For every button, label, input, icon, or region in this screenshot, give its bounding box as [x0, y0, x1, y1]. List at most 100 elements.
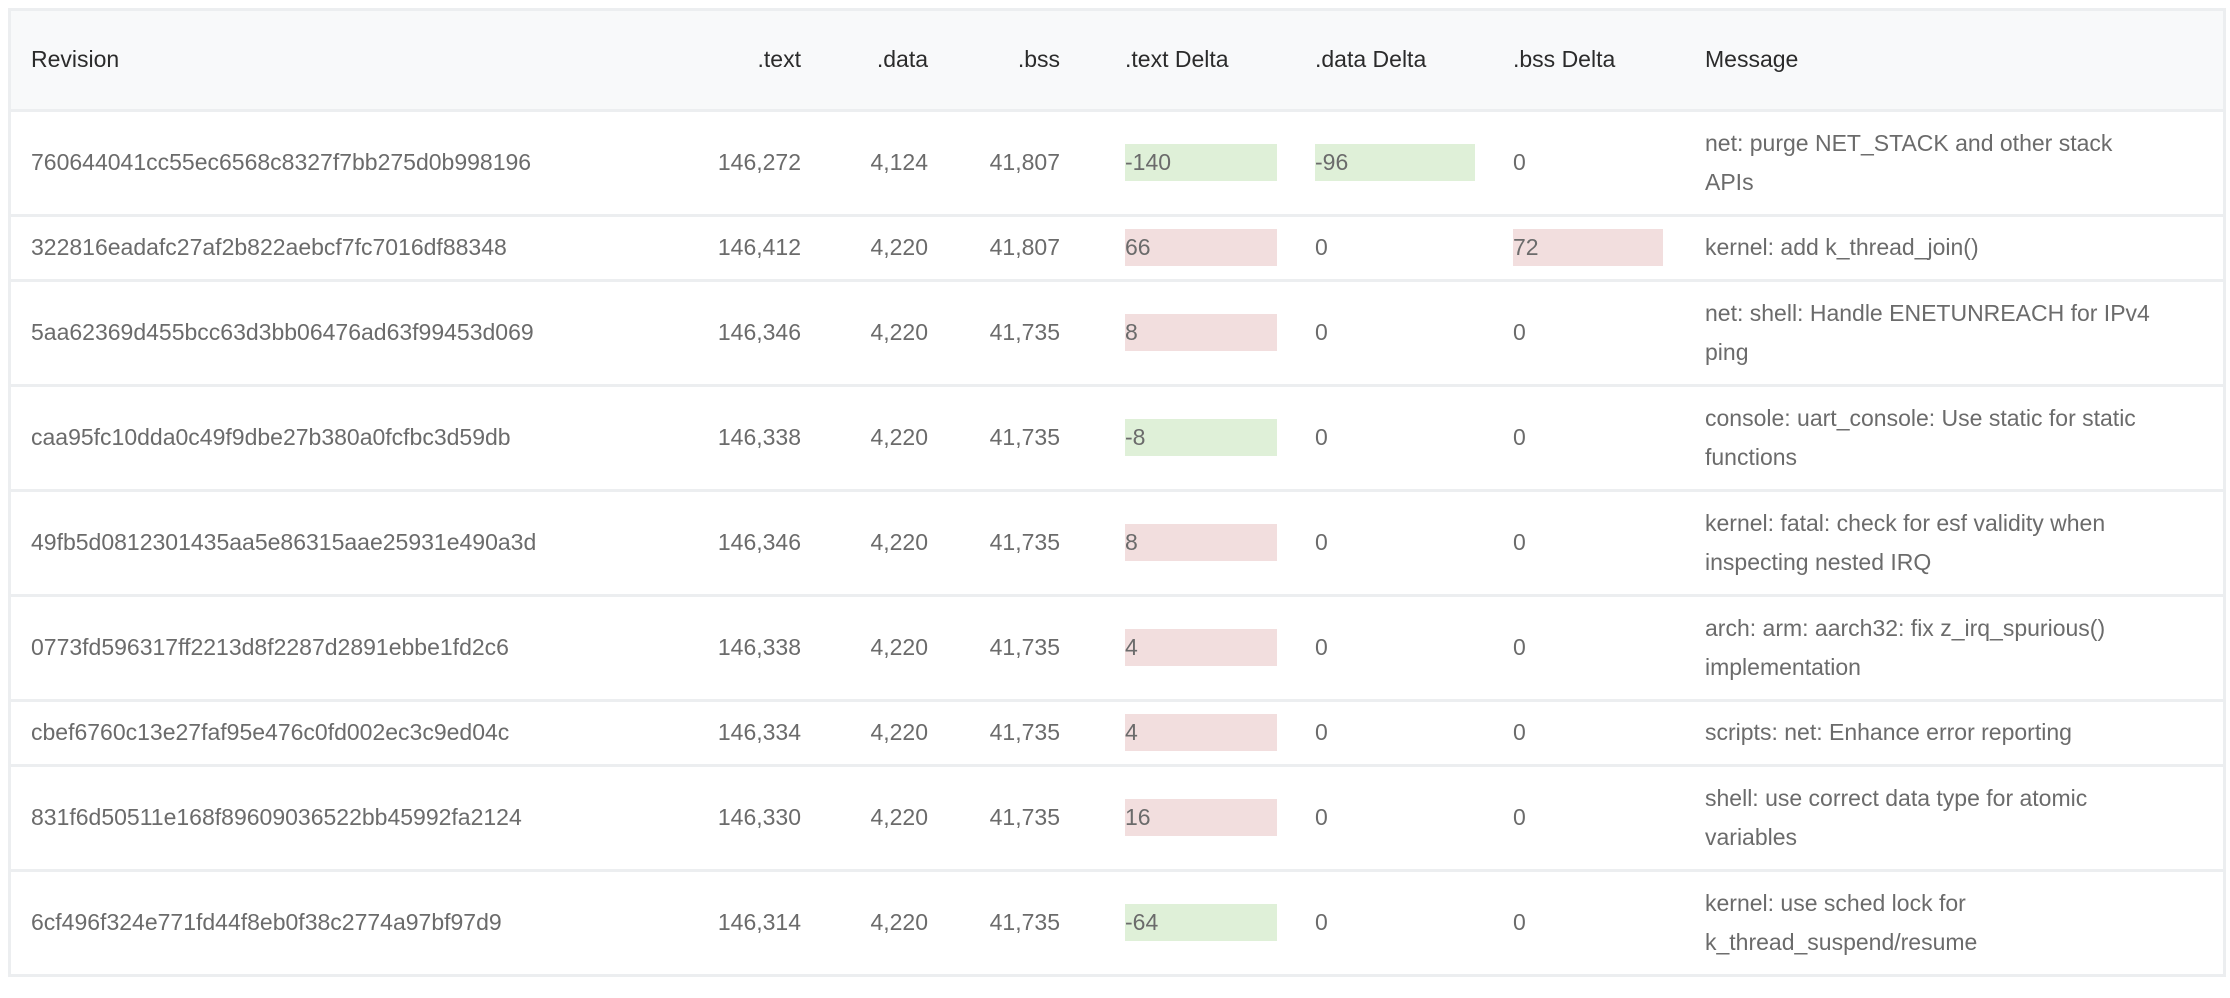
table-row: 760644041cc55ec6568c8327f7bb275d0b998196…: [11, 110, 2223, 217]
header-message: Message: [1693, 11, 2223, 112]
bss-size-cell: 41,807: [940, 110, 1113, 217]
table-header-row: Revision .text .data .bss .text Delta .d…: [11, 11, 2223, 112]
bss-delta: 0: [1513, 719, 1526, 745]
revision-link[interactable]: cbef6760c13e27faf95e476c0fd002ec3c9ed04c: [31, 719, 510, 745]
text-size-cell: 146,338: [693, 385, 813, 492]
commit-message: arch: arm: aarch32: fix z_irq_spurious()…: [1705, 614, 2106, 680]
revision-link[interactable]: 760644041cc55ec6568c8327f7bb275d0b998196: [31, 149, 532, 175]
revision-link[interactable]: 5aa62369d455bcc63d3bb06476ad63f99453d069: [31, 319, 534, 345]
text-size: 146,334: [717, 719, 801, 745]
text-size-cell: 146,272: [693, 110, 813, 217]
bss-delta: 72: [1513, 229, 1663, 266]
data-size: 4,220: [870, 804, 928, 830]
text-delta: -140: [1125, 144, 1277, 181]
bss-delta: 0: [1513, 424, 1526, 450]
commit-message: net: purge NET_STACK and other stack API…: [1705, 129, 2113, 195]
commit-message-cell: arch: arm: aarch32: fix z_irq_spurious()…: [1693, 595, 2223, 702]
bss-delta: 0: [1513, 529, 1526, 555]
bss-delta: 0: [1513, 909, 1526, 935]
table-row: 5aa62369d455bcc63d3bb06476ad63f99453d069…: [11, 280, 2223, 387]
bss-delta-cell: 0: [1501, 595, 1693, 702]
text-delta-cell: -64: [1113, 870, 1303, 977]
bss-size-cell: 41,735: [940, 870, 1113, 977]
bss-size: 41,735: [989, 909, 1060, 935]
revision-link[interactable]: 0773fd596317ff2213d8f2287d2891ebbe1fd2c6: [31, 634, 509, 660]
bss-delta: 0: [1513, 319, 1526, 345]
header-bss-delta: .bss Delta: [1501, 11, 1693, 112]
data-size-cell: 4,124: [813, 110, 940, 217]
bss-size-cell: 41,735: [940, 700, 1113, 767]
text-size-cell: 146,334: [693, 700, 813, 767]
bss-size: 41,735: [989, 804, 1060, 830]
bss-size-cell: 41,735: [940, 490, 1113, 597]
data-size-cell: 4,220: [813, 870, 940, 977]
text-size: 146,412: [717, 234, 801, 260]
table-row: caa95fc10dda0c49f9dbe27b380a0fcfbc3d59db…: [11, 385, 2223, 492]
bss-size: 41,807: [989, 234, 1060, 260]
bss-delta-cell: 0: [1501, 490, 1693, 597]
bss-size: 41,735: [989, 634, 1060, 660]
bss-delta: 0: [1513, 634, 1526, 660]
data-delta: 0: [1315, 234, 1328, 260]
commit-message: kernel: use sched lock for k_thread_susp…: [1705, 889, 1978, 955]
data-size: 4,220: [870, 909, 928, 935]
text-delta-cell: -140: [1113, 110, 1303, 217]
text-delta-cell: 4: [1113, 595, 1303, 702]
text-delta-cell: 8: [1113, 490, 1303, 597]
data-delta: 0: [1315, 319, 1328, 345]
data-size-cell: 4,220: [813, 765, 940, 872]
revision-link[interactable]: 322816eadafc27af2b822aebcf7fc7016df88348: [31, 234, 507, 260]
data-size: 4,220: [870, 529, 928, 555]
bss-delta-cell: 0: [1501, 280, 1693, 387]
data-size-cell: 4,220: [813, 385, 940, 492]
data-delta-cell: 0: [1303, 280, 1501, 387]
table-row: cbef6760c13e27faf95e476c0fd002ec3c9ed04c…: [11, 700, 2223, 767]
data-delta-cell: 0: [1303, 765, 1501, 872]
text-delta: 8: [1125, 314, 1277, 351]
revision-link-cell: caa95fc10dda0c49f9dbe27b380a0fcfbc3d59db: [11, 385, 693, 492]
data-delta: 0: [1315, 804, 1328, 830]
bss-size-cell: 41,735: [940, 765, 1113, 872]
header-bss: .bss: [940, 11, 1113, 112]
revision-link[interactable]: 831f6d50511e168f89609036522bb45992fa2124: [31, 804, 522, 830]
revision-link-cell: 5aa62369d455bcc63d3bb06476ad63f99453d069: [11, 280, 693, 387]
commit-message-cell: scripts: net: Enhance error reporting: [1693, 700, 2223, 767]
text-size-cell: 146,330: [693, 765, 813, 872]
data-delta: 0: [1315, 634, 1328, 660]
data-delta-cell: 0: [1303, 490, 1501, 597]
header-text-delta: .text Delta: [1113, 11, 1303, 112]
commit-message: scripts: net: Enhance error reporting: [1705, 719, 2072, 745]
commit-message: net: shell: Handle ENETUNREACH for IPv4 …: [1705, 299, 2150, 365]
text-delta: 66: [1125, 229, 1277, 266]
bss-delta: 0: [1513, 149, 1526, 175]
revision-link[interactable]: 49fb5d0812301435aa5e86315aae25931e490a3d: [31, 529, 537, 555]
data-size: 4,220: [870, 424, 928, 450]
bss-size: 41,735: [989, 319, 1060, 345]
data-delta: -96: [1315, 144, 1475, 181]
table-row: 831f6d50511e168f89609036522bb45992fa2124…: [11, 765, 2223, 872]
commit-message-cell: console: uart_console: Use static for st…: [1693, 385, 2223, 492]
text-size-cell: 146,346: [693, 280, 813, 387]
commit-message-cell: kernel: add k_thread_join(): [1693, 215, 2223, 282]
table-row: 0773fd596317ff2213d8f2287d2891ebbe1fd2c6…: [11, 595, 2223, 702]
data-size-cell: 4,220: [813, 490, 940, 597]
data-delta-cell: 0: [1303, 700, 1501, 767]
commit-message-cell: shell: use correct data type for atomic …: [1693, 765, 2223, 872]
bss-delta-cell: 0: [1501, 870, 1693, 977]
revision-link[interactable]: caa95fc10dda0c49f9dbe27b380a0fcfbc3d59db: [31, 424, 511, 450]
commit-message: console: uart_console: Use static for st…: [1705, 404, 2136, 470]
bss-delta: 0: [1513, 804, 1526, 830]
revision-link[interactable]: 6cf496f324e771fd44f8eb0f38c2774a97bf97d9: [31, 909, 502, 935]
text-size: 146,330: [717, 804, 801, 830]
data-delta: 0: [1315, 424, 1328, 450]
revision-link-cell: 6cf496f324e771fd44f8eb0f38c2774a97bf97d9: [11, 870, 693, 977]
bss-size: 41,807: [989, 149, 1060, 175]
bss-delta-cell: 0: [1501, 700, 1693, 767]
bss-size: 41,735: [989, 424, 1060, 450]
data-delta-cell: 0: [1303, 385, 1501, 492]
text-size-cell: 146,346: [693, 490, 813, 597]
data-size: 4,124: [870, 149, 928, 175]
data-delta: 0: [1315, 909, 1328, 935]
commit-message-cell: kernel: use sched lock for k_thread_susp…: [1693, 870, 2223, 977]
table-row: 322816eadafc27af2b822aebcf7fc7016df88348…: [11, 215, 2223, 282]
